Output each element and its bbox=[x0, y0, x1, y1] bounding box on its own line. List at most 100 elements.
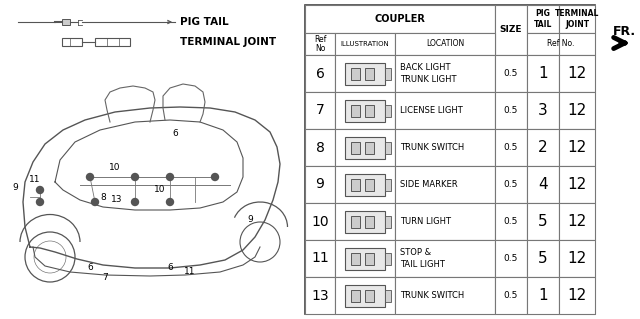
Bar bbox=[345, 285, 385, 307]
Bar bbox=[385, 179, 391, 190]
Text: 11: 11 bbox=[184, 268, 196, 277]
Text: 6: 6 bbox=[316, 66, 324, 80]
Text: 10: 10 bbox=[109, 162, 121, 172]
Bar bbox=[345, 63, 385, 85]
Text: LOCATION: LOCATION bbox=[426, 40, 464, 48]
Bar bbox=[385, 68, 391, 79]
Bar bbox=[385, 105, 391, 116]
Bar bbox=[395, 203, 495, 240]
Bar bbox=[527, 166, 559, 203]
Text: PIG
TAIL: PIG TAIL bbox=[534, 9, 552, 29]
Bar bbox=[495, 5, 527, 55]
Circle shape bbox=[166, 198, 173, 205]
Bar bbox=[305, 129, 335, 166]
Bar bbox=[335, 92, 395, 129]
Bar bbox=[527, 129, 559, 166]
Text: COUPLER: COUPLER bbox=[374, 14, 426, 24]
Text: 13: 13 bbox=[311, 288, 329, 302]
Bar bbox=[559, 5, 595, 33]
Bar bbox=[345, 174, 385, 196]
Circle shape bbox=[36, 187, 44, 194]
Text: 0.5: 0.5 bbox=[504, 69, 518, 78]
Bar bbox=[395, 92, 495, 129]
Bar bbox=[305, 5, 595, 314]
Bar bbox=[495, 166, 527, 203]
Text: SIZE: SIZE bbox=[500, 26, 522, 34]
Bar bbox=[351, 105, 360, 116]
Bar bbox=[495, 55, 527, 92]
Text: TRUNK SWITCH: TRUNK SWITCH bbox=[400, 143, 464, 152]
Text: 5: 5 bbox=[538, 214, 548, 229]
Text: 0.5: 0.5 bbox=[504, 254, 518, 263]
Circle shape bbox=[86, 174, 93, 181]
Text: 12: 12 bbox=[568, 140, 587, 155]
Bar bbox=[351, 290, 360, 301]
Bar bbox=[559, 203, 595, 240]
Bar bbox=[385, 142, 391, 153]
Bar bbox=[305, 5, 495, 33]
Bar bbox=[351, 142, 360, 153]
Bar bbox=[305, 166, 335, 203]
Text: TERMINAL JOINT: TERMINAL JOINT bbox=[180, 37, 276, 47]
Bar bbox=[527, 33, 595, 55]
Circle shape bbox=[211, 174, 218, 181]
Bar bbox=[305, 203, 335, 240]
Bar bbox=[351, 179, 360, 190]
Bar bbox=[395, 240, 495, 277]
Text: 12: 12 bbox=[568, 103, 587, 118]
Text: 0.5: 0.5 bbox=[504, 291, 518, 300]
Bar bbox=[385, 290, 391, 301]
Text: LICENSE LIGHT: LICENSE LIGHT bbox=[400, 106, 463, 115]
Text: 5: 5 bbox=[538, 251, 548, 266]
Bar bbox=[559, 92, 595, 129]
Bar bbox=[305, 92, 335, 129]
Bar bbox=[365, 290, 374, 301]
Bar bbox=[365, 105, 374, 116]
Bar bbox=[527, 203, 559, 240]
Bar bbox=[365, 216, 374, 227]
Text: PIG TAIL: PIG TAIL bbox=[180, 17, 228, 27]
Bar bbox=[305, 277, 335, 314]
Circle shape bbox=[92, 198, 99, 205]
Bar bbox=[495, 240, 527, 277]
Text: ILLUSTRATION: ILLUSTRATION bbox=[340, 41, 389, 47]
Bar bbox=[305, 240, 335, 277]
Text: 9: 9 bbox=[316, 177, 324, 191]
Bar bbox=[527, 92, 559, 129]
Bar bbox=[335, 277, 395, 314]
Text: 10: 10 bbox=[154, 186, 166, 195]
Bar bbox=[559, 55, 595, 92]
Text: 6: 6 bbox=[87, 263, 93, 271]
Bar bbox=[351, 216, 360, 227]
Bar bbox=[351, 68, 360, 79]
Circle shape bbox=[166, 174, 173, 181]
Bar bbox=[495, 129, 527, 166]
Bar bbox=[495, 203, 527, 240]
Bar bbox=[335, 33, 395, 55]
Text: TURN LIGHT: TURN LIGHT bbox=[400, 217, 451, 226]
Text: 9: 9 bbox=[247, 216, 253, 225]
Bar bbox=[305, 55, 335, 92]
Bar bbox=[345, 100, 385, 122]
Bar bbox=[559, 166, 595, 203]
Text: 12: 12 bbox=[568, 66, 587, 81]
Bar bbox=[365, 142, 374, 153]
Bar bbox=[527, 55, 559, 92]
Bar bbox=[385, 216, 391, 227]
Text: Ref
No: Ref No bbox=[314, 35, 326, 53]
Bar bbox=[335, 203, 395, 240]
Text: 6: 6 bbox=[167, 263, 173, 271]
Text: 12: 12 bbox=[568, 177, 587, 192]
Text: 11: 11 bbox=[29, 175, 41, 184]
Bar bbox=[495, 277, 527, 314]
Bar bbox=[62, 38, 82, 46]
Text: FR.: FR. bbox=[613, 25, 636, 38]
Text: 11: 11 bbox=[311, 251, 329, 265]
Text: Ref No.: Ref No. bbox=[547, 40, 575, 48]
Bar bbox=[527, 5, 559, 33]
Text: 3: 3 bbox=[538, 103, 548, 118]
Bar bbox=[335, 55, 395, 92]
Bar bbox=[305, 33, 335, 55]
Text: 13: 13 bbox=[111, 196, 123, 204]
Bar bbox=[395, 129, 495, 166]
